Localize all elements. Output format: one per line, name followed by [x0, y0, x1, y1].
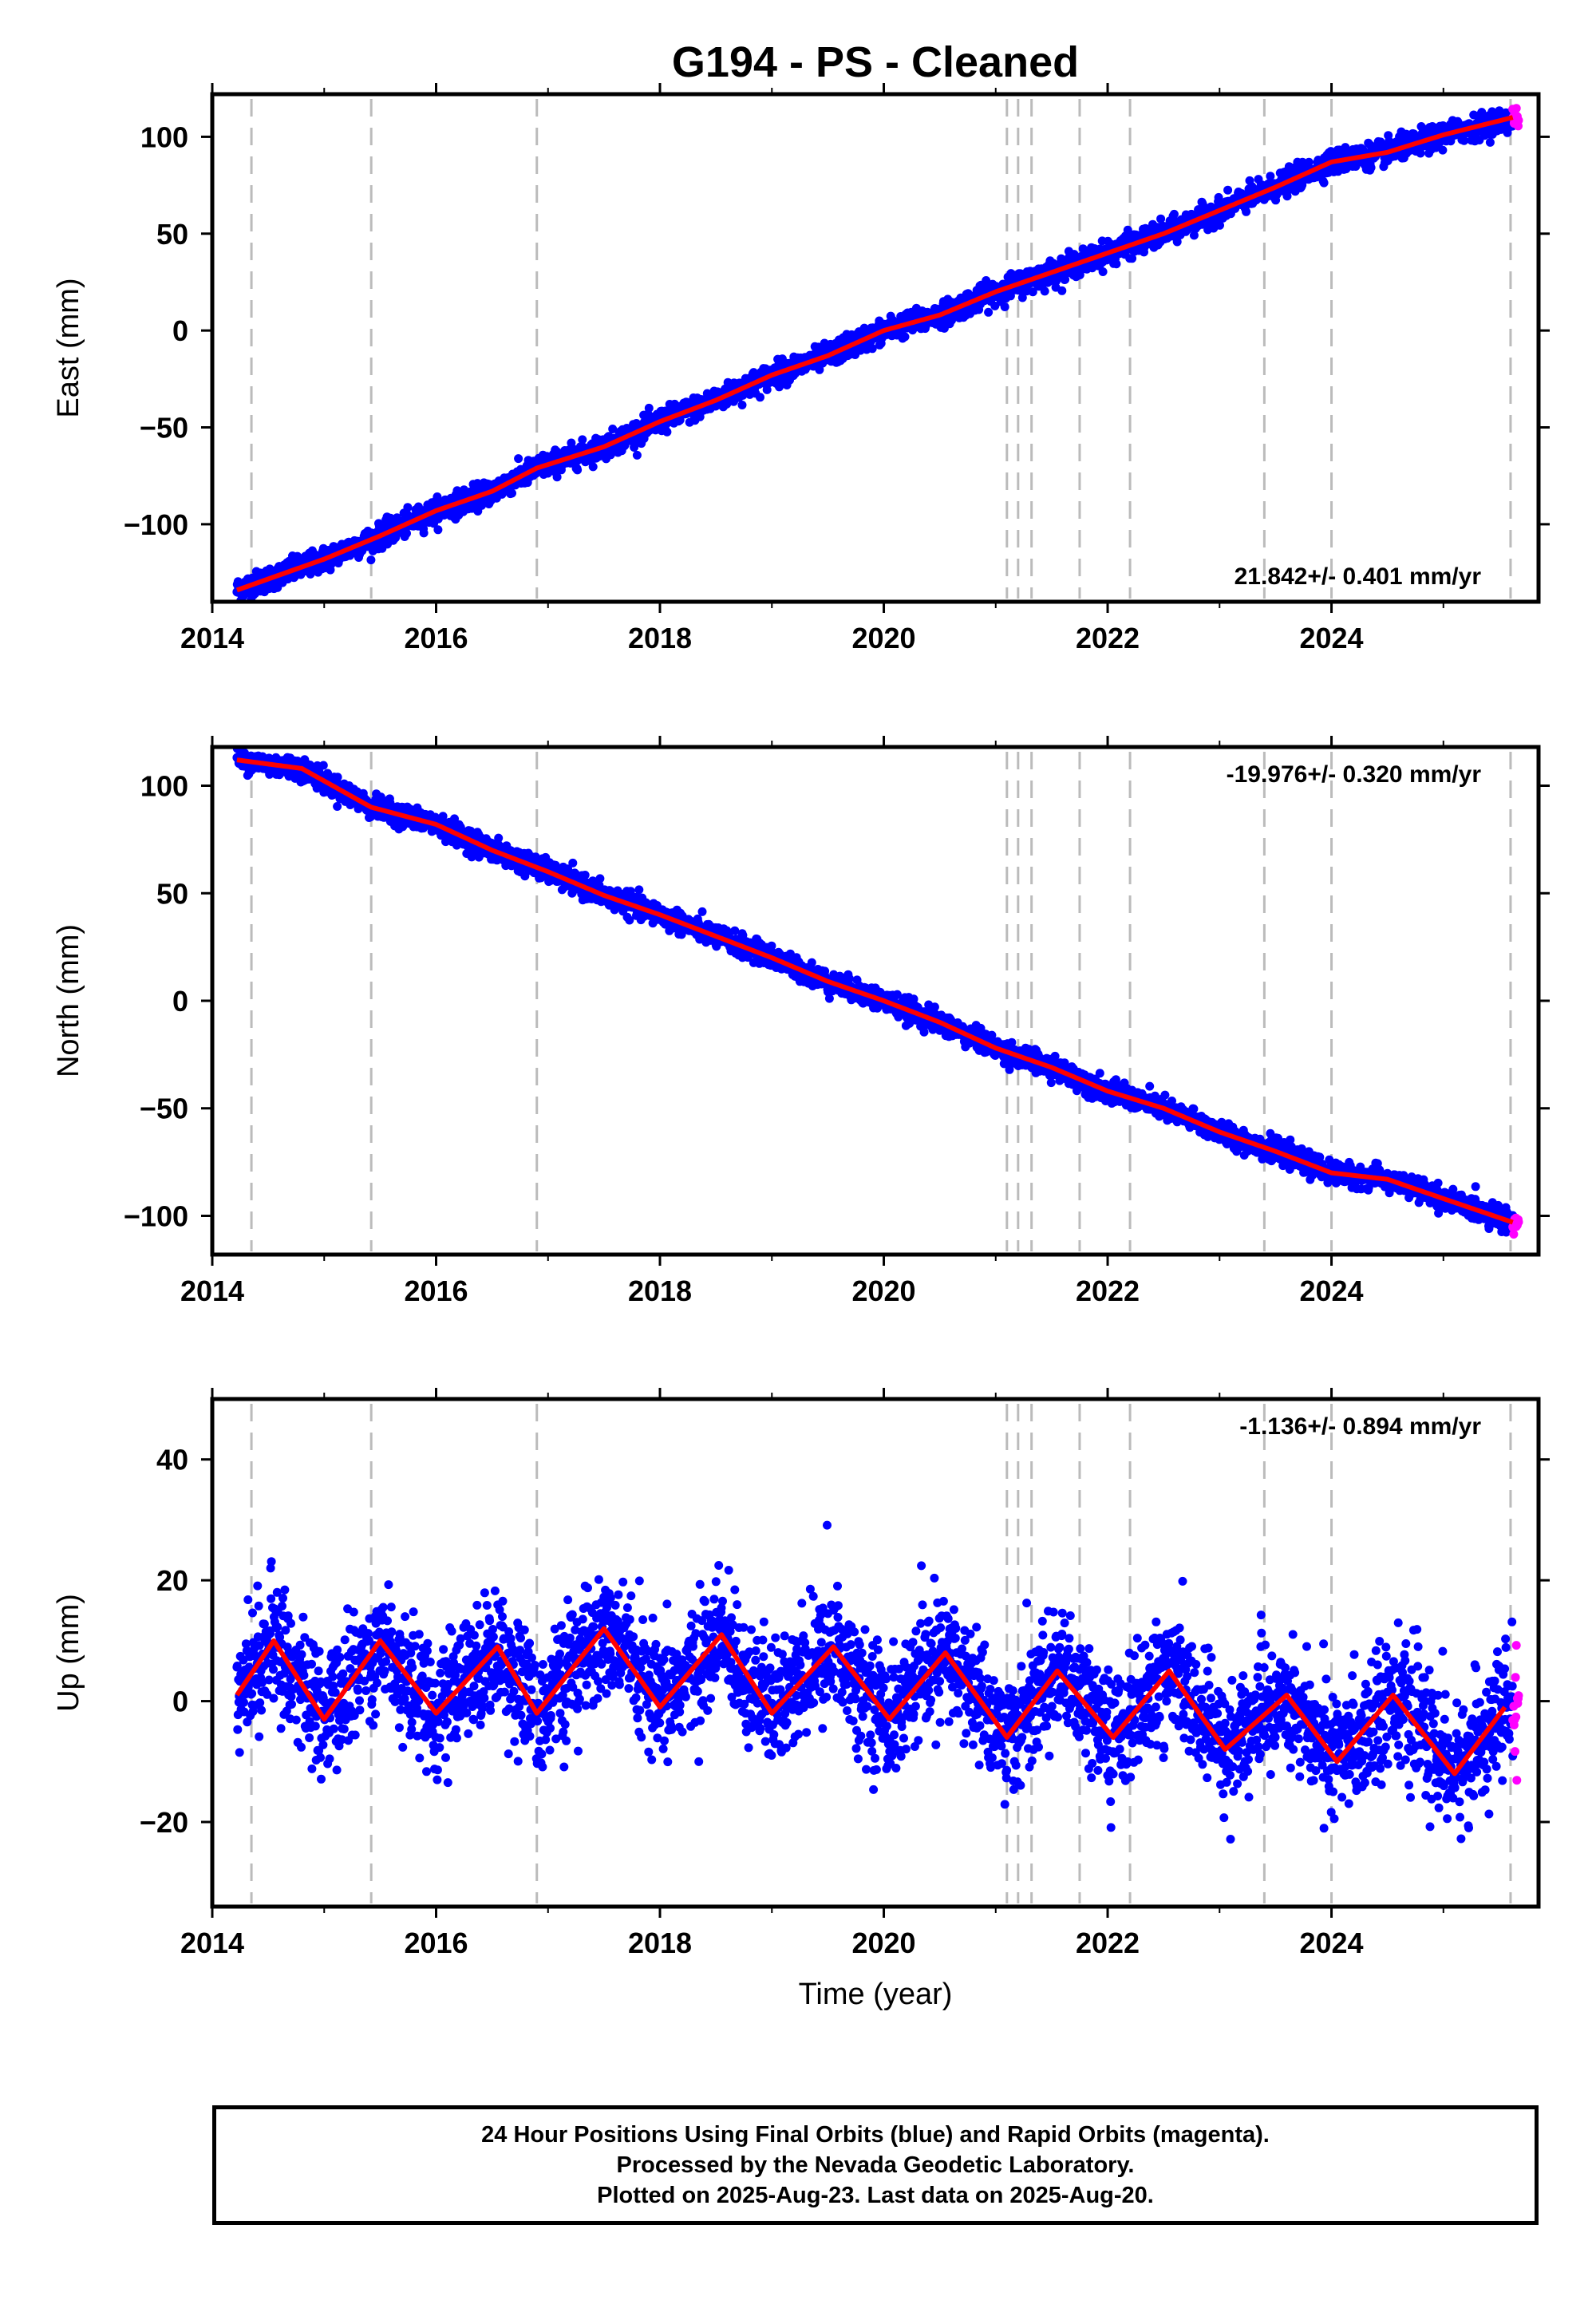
data-point — [366, 555, 376, 565]
data-point — [494, 833, 504, 843]
data-point — [552, 472, 562, 482]
data-point — [508, 488, 516, 498]
rapid-point — [1511, 104, 1521, 113]
data-point — [662, 427, 672, 437]
data-point — [595, 874, 605, 883]
data-point — [1061, 275, 1070, 284]
data-points-east — [232, 104, 1523, 602]
data-point — [1000, 302, 1009, 311]
data-point — [1366, 163, 1376, 172]
data-point — [867, 344, 877, 354]
x-tick-label: 2020 — [851, 622, 915, 654]
data-point — [419, 528, 429, 538]
data-point — [433, 525, 443, 535]
data-point — [588, 462, 598, 472]
data-points-north — [232, 747, 1523, 1239]
data-point — [1112, 259, 1121, 269]
data-point — [756, 393, 764, 402]
data-point — [1028, 287, 1037, 297]
data-point — [580, 871, 590, 879]
data-point — [318, 761, 328, 770]
data-point — [568, 858, 578, 868]
data-point — [1223, 185, 1233, 195]
data-point — [824, 994, 834, 1003]
data-point — [632, 450, 642, 460]
data-point — [695, 412, 705, 421]
y-tick-label: −50 — [140, 412, 188, 445]
data-point — [697, 907, 707, 916]
x-tick-label: 2024 — [1299, 622, 1363, 654]
data-point — [900, 332, 910, 342]
y-tick-label: −100 — [124, 508, 188, 541]
y-tick-label: 50 — [156, 218, 188, 251]
data-point — [477, 500, 487, 510]
data-point — [1128, 254, 1137, 263]
data-point — [1040, 287, 1049, 296]
data-point — [514, 454, 523, 464]
data-point — [1057, 286, 1067, 295]
data-point — [1438, 145, 1448, 155]
data-point — [1485, 137, 1495, 147]
x-tick-label: 2014 — [180, 622, 244, 654]
data-point — [1266, 172, 1275, 181]
data-point — [644, 403, 654, 413]
data-point — [402, 528, 411, 538]
panel-east: 2014 2016 2018 2020 2022 2024 −100 −50 0 50 100 Eas… — [52, 83, 1550, 654]
data-point — [1242, 207, 1251, 216]
data-point — [578, 435, 587, 445]
figure-title: G194 - PS - Cleaned — [672, 38, 1079, 86]
data-point — [815, 365, 824, 374]
data-point — [333, 802, 342, 811]
velocity-label: 21.842+/- 0.401 mm/yr — [1235, 563, 1482, 590]
data-point — [1156, 214, 1166, 223]
x-tick-label: 2018 — [628, 622, 692, 654]
data-point — [762, 385, 772, 394]
y-tick-label: 100 — [140, 121, 188, 153]
data-point — [737, 401, 747, 409]
data-point — [984, 307, 994, 317]
panel-north: 2014 2016 2018 2020 2022 2024−100−50050100Nor… — [52, 736, 1550, 1307]
data-point — [1017, 293, 1027, 302]
data-point — [1319, 178, 1329, 188]
data-point — [1098, 267, 1108, 276]
data-point — [608, 425, 618, 433]
data-point — [807, 958, 816, 967]
data-point — [634, 885, 644, 895]
data-point — [573, 465, 583, 475]
y-axis-label: East (mm) — [52, 278, 85, 417]
data-point — [1169, 209, 1179, 219]
y-tick-label: 0 — [172, 314, 188, 347]
data-point — [1123, 225, 1132, 235]
data-point — [403, 503, 413, 512]
rapid-point — [1514, 116, 1523, 125]
x-tick-label: 2016 — [404, 622, 468, 654]
x-tick-label: 2022 — [1076, 622, 1140, 654]
